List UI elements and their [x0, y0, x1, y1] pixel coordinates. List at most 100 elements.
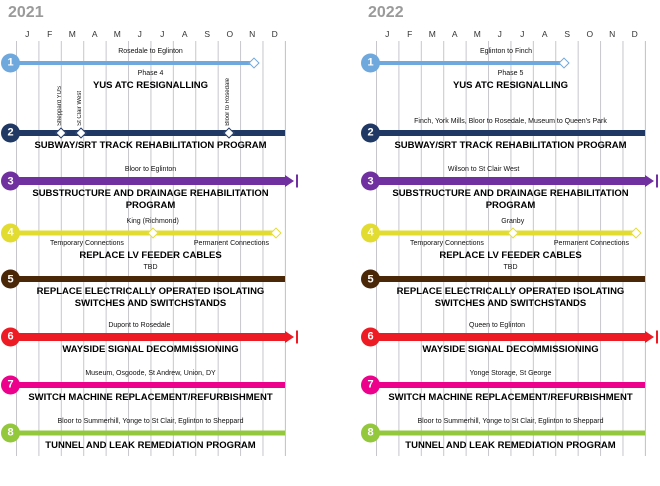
continues-arrow-icon — [645, 330, 654, 343]
task-title: SUBWAY/SRT TRACK REHABILITATION PROGRAM — [394, 139, 627, 151]
task-bar — [16, 60, 254, 65]
gantt-row: Queen to Eglinton 6 WAYSIDE SIGNAL DECOMMI… — [361, 311, 658, 357]
end-milestone-diamond — [270, 226, 282, 239]
month-grid: Rosedale to Eglinton 1 Phase 4 YUS ATC RESI… — [1, 41, 298, 456]
gantt-row: Sheppard YUS St Clair West Bloor to Roseda… — [1, 78, 285, 153]
gantt-row: Finch, York Mills, Bloor to Rosedale, Mu… — [361, 93, 645, 153]
row-badge: 1 — [361, 53, 380, 72]
sub-label-left: Temporary Connections — [410, 239, 484, 247]
month-label: J — [25, 29, 30, 39]
gantt-row: Bloor to Summerhill, Yonge to St Clair, … — [361, 405, 645, 453]
task-title: YUS ATC RESIGNALLING — [92, 79, 209, 91]
gantt-row: TBD 5 REPLACE ELECTRICALLY OPERATED ISOLAT… — [1, 263, 285, 311]
month-label: A — [181, 29, 188, 39]
task-title: SWITCH MACHINE REPLACEMENT/REFURBISHMENT — [388, 391, 633, 403]
row-badge: 4 — [1, 223, 20, 242]
gantt-row: King (Richmond) 4 Temporary Connections Per… — [1, 213, 285, 263]
task-title: SUBWAY/SRT TRACK REHABILITATION PROGRAM — [34, 139, 267, 151]
gantt-row: Yonge Storage, St George 7 SWITCH MACHINE … — [361, 357, 645, 405]
task-annotation: Yonge Storage, St George — [469, 369, 552, 377]
task-annotation-line: Yonge Storage, St George — [376, 369, 645, 379]
task-title: TUNNEL AND LEAK REMEDIATION PROGRAM — [45, 439, 256, 451]
task-bar — [16, 129, 285, 136]
month-label: F — [47, 29, 53, 39]
month-label: D — [631, 29, 638, 39]
task-bar — [376, 129, 645, 136]
row-badge: 6 — [361, 327, 380, 346]
task-bar — [376, 177, 645, 185]
task-title: SWITCH MACHINE REPLACEMENT/REFURBISHMENT — [28, 391, 273, 403]
connection-labels: Temporary Connections Permanent Connectio… — [16, 239, 285, 249]
task-annotation-line: Finch, York Mills, Bloor to Rosedale, Mu… — [376, 117, 645, 127]
task-title: YUS ATC RESIGNALLING — [452, 79, 569, 91]
month-label: M — [473, 29, 481, 39]
continues-arrow-icon — [285, 175, 294, 187]
row-badge: 5 — [1, 269, 20, 289]
task-bar — [16, 332, 285, 341]
month-label: A — [451, 29, 458, 39]
month-label: A — [91, 29, 98, 39]
task-title: WAYSIDE SIGNAL DECOMMISSIONING — [62, 343, 239, 355]
end-milestone-diamond — [630, 226, 642, 239]
row-badge: 2 — [1, 123, 20, 142]
task-annotation: Wilson to St Clair West — [447, 166, 520, 173]
schedule-chart: 2021 J F M A M J J A S O N D Rosedale to Eglinton 1 Pha… — [1, 4, 658, 456]
task-bar — [16, 381, 285, 388]
end-milestone-diamond — [247, 56, 260, 69]
month-label: A — [541, 29, 548, 39]
task-bar — [376, 230, 637, 235]
task-bar-line: 1 — [1, 53, 285, 72]
month-label: D — [271, 29, 278, 39]
month-label: M — [428, 29, 436, 39]
task-annotation-line: TBD — [16, 263, 285, 273]
chart-area: J F M A M J J A S O N D Eglinton to Finch 1 Phase 5 YUS… — [361, 28, 658, 456]
task-title: TUNNEL AND LEAK REMEDIATION PROGRAM — [405, 439, 616, 451]
panel-2022: 2022 J F M A M J J A S O N D Eglinton to Finch 1 Phase … — [361, 4, 658, 456]
panel-2021: 2021 J F M A M J J A S O N D Rosedale to Eglinton 1 Pha… — [1, 4, 298, 456]
continues-end-tick — [296, 330, 298, 343]
month-label: J — [520, 29, 525, 39]
task-bar-line: 3 — [361, 171, 658, 191]
month-label: J — [385, 29, 390, 39]
task-annotation-line: Rosedale to Eglinton — [16, 47, 285, 57]
month-label: O — [586, 29, 594, 39]
task-annotation-line: Queen to Eglinton — [376, 321, 645, 331]
task-title: SUBSTRUCTURE AND DRAINAGE REHABILITATION… — [392, 188, 629, 211]
task-title: REPLACE LV FEEDER CABLES — [79, 249, 222, 261]
rotated-label: St Clair West — [77, 90, 83, 126]
month-label: S — [204, 29, 211, 39]
month-label: J — [497, 29, 502, 39]
task-bar-line: 4 — [1, 223, 285, 242]
task-bar — [376, 332, 645, 341]
task-annotation: Dupont to Rosedale — [108, 321, 171, 329]
task-bar-line: 4 — [361, 223, 645, 242]
sub-label-right: Permanent Connections — [553, 239, 629, 247]
gantt-row: Bloor to Summerhill, Yonge to St Clair, … — [1, 405, 285, 453]
milestone-diamond — [507, 226, 519, 239]
task-bar-line: 1 — [361, 53, 645, 72]
task-annotation-line: Bloor to Eglinton — [16, 165, 285, 175]
task-bar — [16, 430, 285, 435]
task-annotation: King (Richmond) — [126, 217, 179, 225]
phase-label: Phase 4 — [137, 69, 164, 77]
task-bar — [16, 230, 277, 235]
chart-area: J F M A M J J A S O N D Rosedale to Eglinton 1 Phase 4… — [1, 28, 298, 456]
month-label: N — [609, 29, 616, 39]
task-bar-line: 3 — [1, 171, 298, 191]
task-annotation: Granby — [501, 217, 525, 225]
task-annotation: TBD — [143, 264, 158, 271]
task-annotation: Finch, York Mills, Bloor to Rosedale, Mu… — [414, 117, 607, 125]
month-label: O — [226, 29, 234, 39]
task-annotation-line: Granby — [376, 217, 645, 227]
connection-labels: Temporary Connections Permanent Connectio… — [376, 239, 645, 249]
task-annotation-line: Wilson to St Clair West — [376, 165, 645, 175]
gantt-row: Rosedale to Eglinton 1 Phase 4 YUS ATC RESI… — [1, 41, 285, 93]
row-badge: 4 — [361, 223, 380, 242]
task-annotation: Eglinton to Finch — [479, 47, 533, 55]
year-label: 2021 — [8, 4, 44, 21]
task-title: REPLACE ELECTRICALLY OPERATED ISOLATING … — [396, 286, 625, 309]
task-annotation-line: King (Richmond) — [16, 217, 285, 227]
month-label: M — [68, 29, 76, 39]
task-bar-line: 5 — [1, 269, 285, 289]
